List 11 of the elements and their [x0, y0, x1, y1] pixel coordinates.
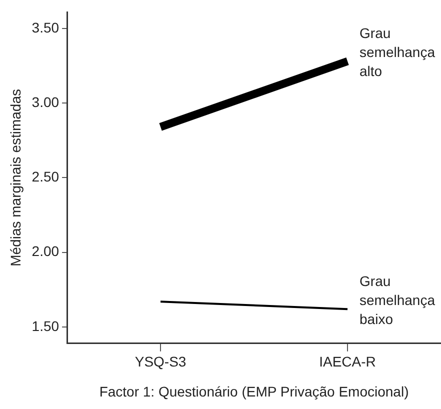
- x-tick-label: YSQ-S3: [134, 354, 186, 370]
- series-label: Grau semelhança alto: [360, 25, 436, 80]
- y-tick-label: 2.00: [32, 243, 60, 260]
- y-tick-label: 3.50: [32, 19, 60, 36]
- series-label: Grau semelhança baixo: [360, 272, 436, 327]
- x-tick-label: IAECA-R: [319, 354, 376, 370]
- x-axis-title: Factor 1: Questionário (EMP Privação Emocional): [99, 383, 409, 400]
- y-axis-title: Médias marginais estimadas: [7, 88, 24, 266]
- y-tick-label: 1.50: [32, 318, 60, 334]
- y-tick-label: 3.00: [32, 94, 60, 110]
- y-tick-label: 2.50: [32, 168, 60, 185]
